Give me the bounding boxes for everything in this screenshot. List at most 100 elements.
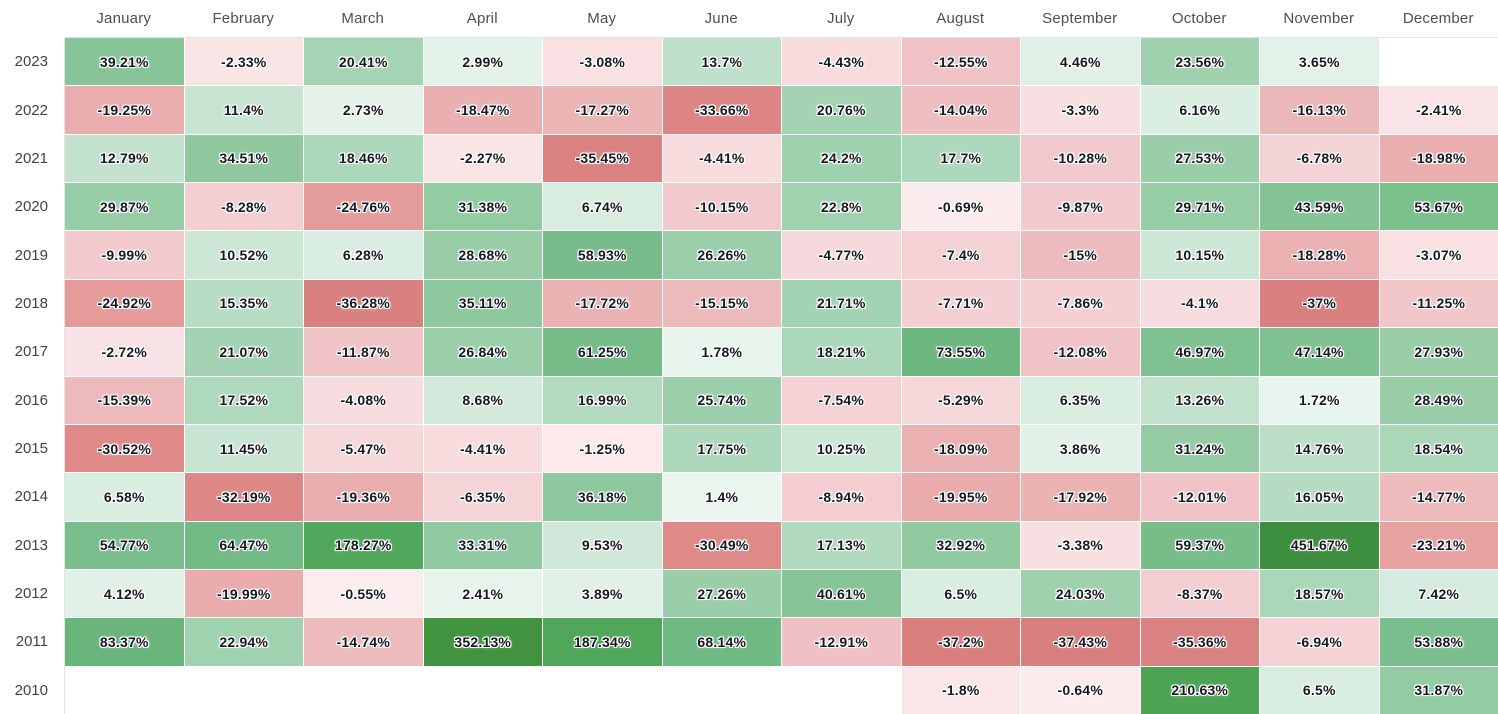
cell-2019-september: -15%: [1021, 231, 1140, 279]
month-header-row: January February March April May June July Augu…: [64, 0, 1498, 37]
cell-2022-february: 11.4%: [184, 86, 303, 134]
cell-2012-august: 6.5%: [901, 569, 1020, 618]
month-header-august: August: [936, 10, 985, 27]
cell-2016-january: -15.39%: [65, 376, 184, 424]
cell-2017-january: -2.72%: [65, 328, 184, 376]
cell-2015-july: 10.25%: [782, 424, 901, 473]
cell-2016-august: -5.29%: [901, 376, 1020, 424]
cell-2015-january: -30.52%: [65, 424, 184, 473]
cell-2012-april: 2.41%: [423, 569, 542, 618]
cell-2011-may: 187.34%: [543, 618, 662, 666]
cell-2019-april: 28.68%: [423, 231, 542, 279]
cell-2016-november: 1.72%: [1260, 376, 1379, 424]
cell-2020-march: -24.76%: [304, 183, 423, 231]
cell-2010-february: [184, 666, 303, 714]
cell-2014-december: -14.77%: [1379, 473, 1498, 521]
cell-2013-october: 59.37%: [1140, 521, 1259, 569]
cell-2014-october: -12.01%: [1140, 473, 1259, 521]
cell-2016-may: 16.99%: [543, 376, 662, 424]
month-header-november: November: [1283, 10, 1355, 27]
cell-2019-july: -4.77%: [782, 231, 901, 279]
cell-2014-january: 6.58%: [65, 473, 184, 521]
cell-2015-august: -18.09%: [901, 424, 1020, 473]
cell-2015-november: 14.76%: [1260, 424, 1379, 473]
cell-2012-february: -19.99%: [184, 569, 303, 618]
cell-2021-may: -35.45%: [543, 134, 662, 183]
cell-2013-august: 32.92%: [901, 521, 1020, 569]
year-label-2013: 2013: [14, 536, 48, 554]
year-label-2015: 2015: [14, 440, 48, 458]
cell-2013-june: -30.49%: [662, 521, 781, 569]
cell-2014-november: 16.05%: [1260, 473, 1379, 521]
month-header-september: September: [1042, 10, 1118, 27]
cell-2015-september: 3.86%: [1021, 424, 1140, 473]
cell-2010-december: 31.87%: [1379, 666, 1498, 714]
cell-2020-july: 22.8%: [782, 183, 901, 231]
cell-2015-december: 18.54%: [1379, 424, 1498, 473]
cell-2013-september: -3.38%: [1021, 521, 1140, 569]
cell-2023-december: [1379, 38, 1498, 86]
cell-2019-january: -9.99%: [65, 231, 184, 279]
year-label-2011: 2011: [15, 633, 48, 651]
cell-2014-march: -19.36%: [304, 473, 423, 521]
cell-2023-august: -12.55%: [901, 38, 1020, 86]
cell-2019-august: -7.4%: [901, 231, 1020, 279]
cell-2012-may: 3.89%: [543, 569, 662, 618]
cell-2017-october: 46.97%: [1140, 328, 1259, 376]
cell-2016-february: 17.52%: [184, 376, 303, 424]
cell-2023-october: 23.56%: [1140, 38, 1259, 86]
cell-2013-april: 33.31%: [423, 521, 542, 569]
cell-2019-may: 58.93%: [543, 231, 662, 279]
cell-2023-may: -3.08%: [543, 38, 662, 86]
cell-2017-august: 73.55%: [901, 328, 1020, 376]
cell-2016-march: -4.08%: [304, 376, 423, 424]
cell-2015-april: -4.41%: [423, 424, 542, 473]
cell-2022-january: -19.25%: [65, 86, 184, 134]
cell-2022-may: -17.27%: [543, 86, 662, 134]
cell-2011-march: -14.74%: [304, 618, 423, 666]
cell-2015-march: -5.47%: [304, 424, 423, 473]
cell-2014-july: -8.94%: [782, 473, 901, 521]
cell-2021-october: 27.53%: [1140, 134, 1259, 183]
cell-2021-january: 12.79%: [65, 134, 184, 183]
cell-2016-june: 25.74%: [662, 376, 781, 424]
cell-2013-december: -23.21%: [1379, 521, 1498, 569]
cell-2016-april: 8.68%: [423, 376, 542, 424]
cell-2012-october: -8.37%: [1140, 569, 1259, 618]
cell-2020-december: 53.67%: [1379, 183, 1498, 231]
cell-2016-july: -7.54%: [782, 376, 901, 424]
cell-2012-june: 27.26%: [662, 569, 781, 618]
cell-2023-july: -4.43%: [782, 38, 901, 86]
cell-2020-february: -8.28%: [184, 183, 303, 231]
cell-2017-july: 18.21%: [782, 328, 901, 376]
year-label-2017: 2017: [14, 343, 48, 361]
cell-2022-july: 20.76%: [782, 86, 901, 134]
cell-2012-december: 7.42%: [1379, 569, 1498, 618]
cell-2014-april: -6.35%: [423, 473, 542, 521]
cell-2010-july: [782, 666, 901, 714]
year-label-2019: 2019: [14, 246, 48, 264]
cell-2014-may: 36.18%: [543, 473, 662, 521]
month-header-january: January: [96, 10, 152, 27]
cell-2011-november: -6.94%: [1260, 618, 1379, 666]
cell-2021-august: 17.7%: [901, 134, 1020, 183]
cell-2010-may: [543, 666, 662, 714]
cell-2011-january: 83.37%: [65, 618, 184, 666]
cell-2017-december: 27.93%: [1379, 328, 1498, 376]
cells-grid: 39.21% -2.33% 20.41% 2.99% -3.08% 13.7% -4.43%…: [64, 37, 1498, 714]
cell-2017-march: -11.87%: [304, 328, 423, 376]
cell-2022-april: -18.47%: [423, 86, 542, 134]
cell-2011-july: -12.91%: [782, 618, 901, 666]
heatmap-body: 2023 2022 2021 2020 2019 2018 2017 2016 2015 2014…: [0, 37, 1498, 714]
cell-2020-october: 29.71%: [1140, 183, 1259, 231]
cell-2010-september: -0.64%: [1021, 666, 1140, 714]
cell-2021-july: 24.2%: [782, 134, 901, 183]
cell-2010-october: 210.63%: [1140, 666, 1259, 714]
cell-2021-april: -2.27%: [423, 134, 542, 183]
cell-2011-august: -37.2%: [901, 618, 1020, 666]
cell-2022-november: -16.13%: [1260, 86, 1379, 134]
cell-2018-june: -15.15%: [662, 279, 781, 328]
cell-2011-september: -37.43%: [1021, 618, 1140, 666]
cell-2012-march: -0.55%: [304, 569, 423, 618]
cell-2018-september: -7.86%: [1021, 279, 1140, 328]
